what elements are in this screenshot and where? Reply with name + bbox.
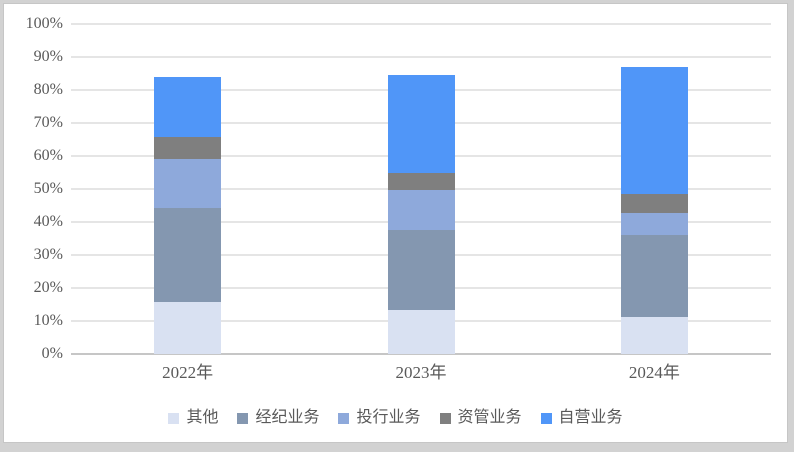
bar-segment-series0-cat2 — [620, 316, 688, 354]
x-axis: 2022年 2023年 2024年 — [71, 361, 771, 387]
y-axis-tick-label: 60% — [33, 147, 63, 164]
bar-segment-series0-cat0 — [154, 300, 222, 354]
legend-item-4: 自营业务 — [540, 408, 623, 428]
legend-item-0: 其他 — [168, 408, 218, 428]
y-axis-tick-label: 20% — [33, 279, 63, 296]
bar-segment-series4-cat2 — [620, 65, 688, 194]
legend-label: 自营业务 — [558, 409, 623, 426]
legend-item-1: 经纪业务 — [237, 408, 319, 428]
x-axis-tick-label: 2024年 — [628, 363, 680, 382]
gridline — [71, 23, 771, 25]
x-axis-tick-label: 2023年 — [395, 363, 447, 382]
plot-area — [71, 23, 771, 355]
y-axis-tick-label: 10% — [33, 312, 63, 329]
y-axis-tick-label: 50% — [33, 180, 63, 197]
stacked-bar-1 — [387, 24, 455, 354]
bar-segment-series2-cat2 — [620, 211, 688, 236]
legend-label: 经纪业务 — [255, 409, 320, 426]
bar-segment-series3-cat2 — [620, 192, 688, 213]
bar-segment-series0-cat1 — [387, 309, 455, 354]
legend-item-2: 投行业务 — [338, 408, 421, 428]
legend-item-3: 资管业务 — [439, 408, 522, 428]
bar-segment-series1-cat1 — [387, 228, 455, 311]
legend-swatch-icon — [439, 412, 451, 424]
bar-segment-series4-cat0 — [154, 75, 222, 137]
bar-segment-series3-cat1 — [387, 172, 455, 190]
stacked-bar-2 — [620, 24, 688, 354]
legend-swatch-icon — [168, 412, 180, 424]
y-axis-tick-label: 90% — [33, 48, 63, 65]
stacked-bar-0 — [154, 24, 222, 354]
gridline — [71, 56, 771, 58]
bar-segment-series1-cat0 — [154, 207, 222, 302]
legend: 其他 经纪业务 投行业务 资管业务 自营业务 — [4, 408, 787, 428]
legend-swatch-icon — [540, 412, 552, 424]
chart-area: 0% 10% 20% 30% 40% 50% 60% 70% 80% 90% 100% 2022年 2… — [3, 3, 788, 443]
bar-segment-series2-cat1 — [387, 188, 455, 230]
bar-segment-series4-cat1 — [387, 74, 455, 174]
y-axis-tick-label: 40% — [33, 213, 63, 230]
legend-label: 投行业务 — [356, 409, 421, 426]
legend-swatch-icon — [338, 412, 350, 424]
y-axis-tick-label: 0% — [41, 345, 63, 362]
bar-segment-series1-cat2 — [620, 234, 688, 318]
legend-label: 其他 — [186, 409, 219, 426]
x-axis-line — [71, 353, 771, 355]
x-axis-tick-label: 2022年 — [162, 363, 214, 382]
y-axis-tick-label: 70% — [33, 114, 63, 131]
legend-label: 资管业务 — [457, 409, 522, 426]
legend-swatch-icon — [237, 412, 249, 424]
y-axis-tick-label: 30% — [33, 246, 63, 263]
bar-segment-series2-cat0 — [154, 158, 222, 209]
y-axis-tick-label: 100% — [25, 15, 63, 32]
bar-segment-series3-cat0 — [154, 135, 222, 160]
y-axis-tick-label: 80% — [33, 81, 63, 98]
